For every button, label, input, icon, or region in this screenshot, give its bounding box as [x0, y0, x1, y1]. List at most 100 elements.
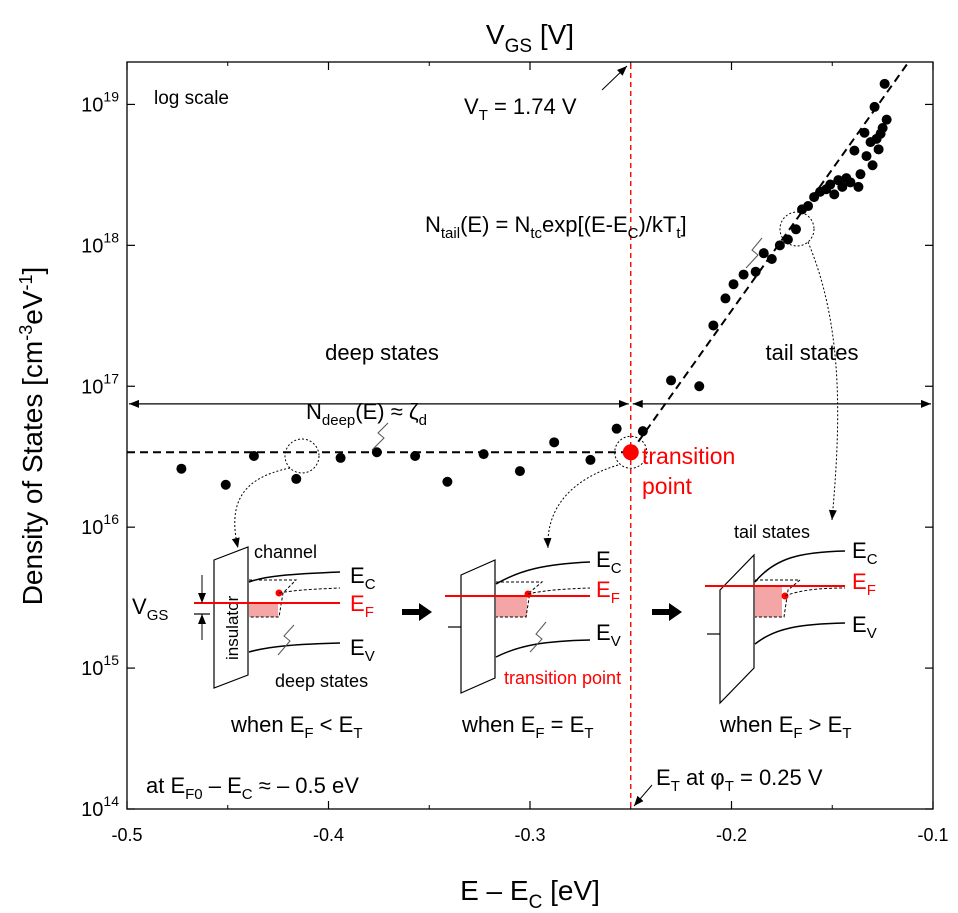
ndeep-equation: Ndeep(E) ≈ ζd	[306, 399, 427, 429]
data-point	[637, 426, 648, 437]
deep-states-label: deep states	[325, 340, 439, 365]
data-point	[611, 423, 622, 434]
deep-states-squiggle	[277, 624, 295, 656]
valence-band	[248, 642, 341, 653]
conduction-band	[495, 561, 591, 585]
fermi-level-tail	[278, 587, 341, 594]
data-point	[867, 160, 878, 171]
insulator-block	[719, 553, 755, 705]
data-point	[514, 466, 525, 477]
deep-pointer-arrow	[231, 467, 291, 549]
data-point	[774, 240, 785, 251]
data-point	[220, 479, 231, 490]
data-point	[845, 177, 856, 188]
transition-point-highlight	[614, 435, 648, 469]
channel-label: channel	[254, 542, 317, 562]
log-scale-label: log scale	[154, 88, 229, 109]
data-point	[720, 293, 731, 304]
x-tick-label: -0.5	[111, 825, 142, 845]
insulator-block	[213, 546, 249, 689]
data-point	[869, 101, 880, 112]
ntail-equation: Ntail(E) = Ntcexp[(E-EC)/kTt]	[425, 212, 687, 242]
data-point	[853, 181, 864, 192]
data-point	[549, 437, 560, 448]
progress-arrow-2	[652, 603, 682, 621]
y-tick-label: 1018	[81, 229, 119, 257]
data-points	[176, 78, 892, 490]
y-tick-label: 1017	[81, 370, 119, 398]
data-point	[879, 78, 890, 89]
insulator-block	[460, 559, 496, 694]
data-point	[750, 266, 761, 277]
y-tick-label: 1019	[81, 88, 119, 116]
ev-label: EV	[852, 612, 877, 642]
data-point	[877, 123, 888, 134]
data-point	[666, 375, 677, 386]
axis-ticks	[126, 62, 934, 810]
et-annotation: ET at φT = 0.25 V	[656, 765, 823, 795]
inset-transition-label: transition point	[504, 668, 621, 688]
data-point	[782, 234, 793, 245]
data-point	[829, 189, 840, 200]
ef-label: EF	[350, 591, 374, 621]
inset-tail-states-label: tail states	[734, 522, 810, 542]
ev-label: EV	[350, 635, 375, 665]
fermi-level-tail	[784, 587, 846, 597]
states-distribution	[755, 579, 802, 618]
data-point	[790, 224, 801, 235]
ec-label: EC	[852, 538, 878, 568]
x-tick-labels: -0.5 -0.4 -0.3 -0.2 -0.1	[111, 825, 948, 845]
caption-ef-greater-et: when EF > ET	[719, 712, 851, 742]
data-point	[694, 381, 705, 392]
y-tick-label: 1015	[81, 652, 119, 680]
x-tick-label: -0.1	[917, 825, 948, 845]
data-point	[861, 151, 872, 162]
data-point	[708, 320, 719, 331]
valence-band	[495, 639, 591, 658]
data-point	[176, 463, 187, 474]
data-point	[738, 269, 749, 280]
inset-deep-states-label: deep states	[275, 671, 368, 691]
data-point	[766, 253, 777, 264]
occupied-states-fill	[249, 603, 278, 617]
x-tick-label: -0.4	[313, 825, 344, 845]
inset-deep-states: insulator VGS channel EC EF EV deep stat…	[132, 542, 376, 742]
x-tick-label: -0.3	[514, 825, 545, 845]
data-point	[859, 127, 870, 138]
inset-transition-point: EC EF EV transition point when EF = ET	[445, 547, 622, 742]
data-point	[873, 144, 884, 155]
transition-pointer-arrow	[543, 464, 619, 549]
data-point	[881, 114, 892, 125]
x-axis-label: E – EC [eV]	[460, 875, 600, 913]
data-point	[803, 201, 814, 212]
ndeep-squiggle	[371, 422, 389, 451]
deep-states-distribution	[249, 579, 298, 618]
ec-label: EC	[596, 547, 622, 577]
transition-squiggle	[529, 621, 547, 653]
data-point	[585, 454, 596, 465]
efo-annotation: at EF0 – EC ≈ – 0.5 eV	[146, 773, 359, 803]
data-point	[335, 452, 346, 463]
ntail-squiggle	[745, 237, 763, 269]
data-point	[248, 450, 259, 461]
tail-states-label: tail states	[766, 340, 859, 365]
et-pointer	[633, 784, 653, 807]
y-tick-labels: 1014 1015 1016 1017 1018 1019	[81, 88, 119, 821]
caption-ef-equals-et: when EF = ET	[461, 712, 593, 742]
insulator-label: insulator	[223, 595, 242, 660]
caption-ef-less-et: when EF < ET	[230, 712, 362, 742]
y-tick-label: 1016	[81, 511, 119, 539]
vt-pointer	[601, 65, 628, 91]
inset-tail-states: tail states EC EF EV when EF > ET	[705, 522, 878, 742]
y-axis-label: Density of States [cm-3eV-1]	[16, 267, 48, 606]
data-point	[837, 181, 848, 192]
deep-states-highlight	[284, 438, 320, 474]
data-point	[825, 179, 836, 190]
fermi-level-tail	[527, 587, 591, 595]
x-tick-label: -0.2	[716, 825, 747, 845]
transition-point-marker	[622, 444, 639, 461]
data-point	[849, 145, 860, 156]
occupied-states-fill	[496, 596, 527, 617]
ev-label: EV	[596, 620, 621, 650]
occupied-states-fill	[755, 586, 782, 617]
